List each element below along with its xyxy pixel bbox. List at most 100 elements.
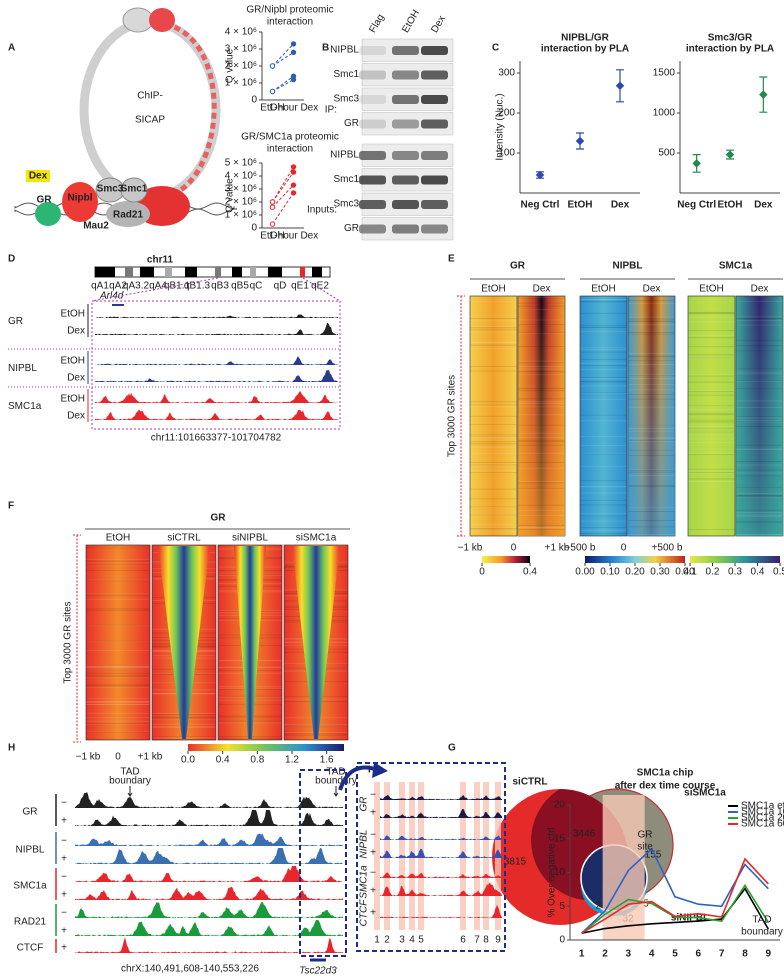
blot-band [421, 119, 448, 129]
chart-title: NIPBL/GR [561, 33, 610, 44]
venn-count: 155 [645, 850, 662, 861]
site-label: 3 [399, 935, 405, 946]
chart-title: interaction [267, 144, 313, 155]
axis-label: −1 kb [458, 543, 483, 554]
data-point [290, 41, 297, 47]
row-label: Smc3 [333, 94, 359, 105]
colorbar-tick-label: 0.4 [751, 567, 765, 578]
condition-label: EtOH [481, 284, 505, 295]
data-point [269, 221, 276, 227]
y-tick-label: 4 × 10⁶ [225, 171, 257, 182]
condition-label: + [370, 808, 376, 819]
blot-band [359, 224, 386, 234]
panel-letter: F [8, 501, 14, 512]
venn-count: 23 [595, 901, 607, 912]
y-tick-label: 3 × 10⁶ [225, 44, 257, 55]
venn-count: 3815 [504, 857, 527, 868]
ideogram-band [125, 267, 133, 277]
tad-label: TAD [120, 767, 139, 778]
blot-band [359, 151, 386, 160]
diagram-label: Rad21 [113, 210, 143, 221]
legend-label: SMC1a 10' dex [741, 807, 784, 818]
y-tick-label: 4 × 10⁶ [225, 27, 257, 38]
y-axis-label: Intensity (Nuc.) [495, 93, 506, 160]
zoom-box [299, 769, 347, 957]
blot-band [392, 151, 419, 160]
y-axis-label: Q value [225, 48, 236, 83]
column-label: Flag [367, 12, 386, 34]
row-label: NIPBL [330, 45, 359, 56]
hinge-red [149, 8, 175, 32]
condition-label: Dex [67, 411, 85, 422]
blot-band [421, 46, 448, 55]
ideogram-band [250, 267, 256, 277]
venn-set-label: siCTRL [513, 777, 548, 788]
series-line [272, 43, 294, 67]
series-line [272, 166, 294, 203]
data-point [290, 169, 297, 175]
panel-letter: G [448, 743, 456, 754]
band-label: qB5 [231, 281, 249, 292]
legend-label: SMC1a 20' dex [741, 813, 784, 824]
ideogram-band [140, 267, 154, 277]
coordinates: chrX:140,491,608-140,553,226 [121, 964, 259, 975]
x-tick-label: 8 [742, 949, 748, 960]
signal-track [380, 808, 502, 818]
condition-label: + [61, 926, 67, 937]
y-axis-label: Q value [225, 178, 236, 213]
blot-band [392, 175, 419, 185]
colorbar-tick-label: 0.4 [523, 567, 537, 578]
data-point [759, 90, 768, 99]
data-point [269, 88, 276, 95]
signal-track [380, 835, 502, 840]
panel-letter: A [8, 43, 15, 54]
chart-title: SMC1a chip [637, 768, 694, 779]
panel-letter: B [322, 43, 329, 54]
blot-band [359, 200, 386, 209]
colorbar [585, 556, 685, 563]
blot-background [361, 112, 454, 136]
site-label: 2 [384, 935, 390, 946]
data-point [269, 63, 276, 69]
axis-label: 0 [621, 543, 627, 554]
colorbar-tick-label: 0.30 [650, 567, 670, 578]
venn-set-label: siSMC1a [684, 788, 726, 799]
band-label: qB3 [211, 281, 229, 292]
band-label: qA4 [149, 281, 167, 292]
tad-label: boundary [315, 776, 357, 787]
x-tick-label: 1-hour Dex [269, 231, 318, 242]
ideogram-band [232, 267, 242, 277]
y-tick-label: 0 [251, 95, 257, 106]
zoom-arrow-head [372, 762, 388, 778]
y-tick-label: 15 [554, 833, 566, 844]
x-tick-label: 1 [579, 949, 585, 960]
y-tick-label: 1 × 10⁶ [225, 78, 257, 89]
row-label: Smc1 [333, 69, 359, 80]
diagram-label: Smc3 [97, 184, 124, 195]
colorbar-tick-label: 0.2 [706, 567, 720, 578]
chart-title: interaction [267, 17, 313, 28]
annotation: TAD [752, 915, 771, 926]
y-tick-label: 5 × 10⁶ [225, 158, 257, 169]
y-tick-label: 1500 [653, 68, 676, 79]
column-label: EtOH [106, 533, 130, 544]
y-tick-label: 200 [498, 108, 515, 119]
series-line [272, 184, 294, 208]
colorbar [188, 744, 344, 751]
x-tick-label: Dex [611, 200, 630, 211]
signal-track [75, 886, 343, 900]
condition-label: Dex [643, 284, 661, 295]
colorbar-tick-label: 0.8 [250, 755, 264, 766]
signal-track [95, 369, 338, 382]
rad21 [106, 201, 150, 227]
heatmap [579, 295, 628, 537]
colorbar-tick-label: 0.1 [683, 567, 697, 578]
blot-band [359, 175, 386, 185]
blot-band [392, 95, 419, 104]
group-label: IP: [325, 105, 337, 116]
heatmap-fade [736, 296, 783, 536]
condition-label: − [370, 868, 376, 879]
colorbar-tick-label: 0.3 [728, 567, 742, 578]
heatmap [469, 295, 518, 537]
row-label: GR [344, 118, 359, 129]
